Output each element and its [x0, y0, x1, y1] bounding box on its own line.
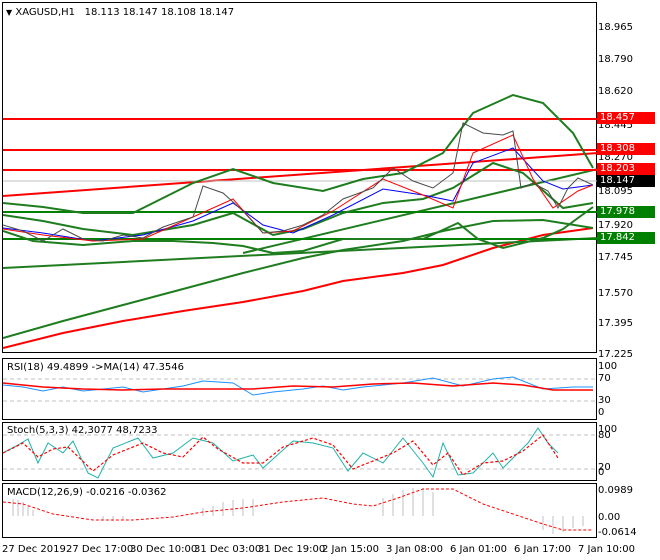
- price-tick: 18.790: [598, 54, 633, 65]
- support-tag-2: 17.842: [597, 232, 655, 244]
- triangle-down-icon[interactable]: ▼: [6, 8, 13, 17]
- stoch-tick: 0: [598, 467, 605, 478]
- price-tick: 18.270: [598, 152, 633, 163]
- price-tick: 17.570: [598, 288, 633, 299]
- resistance-tag-1: 18.457: [597, 112, 655, 124]
- time-tick: 3 Jan 08:00: [386, 544, 443, 555]
- macd-label: MACD(12,26,9) -0.0216 -0.0362: [7, 487, 167, 498]
- price-tick: 17.920: [598, 220, 633, 231]
- rsi-tick: 0: [598, 407, 605, 418]
- resistance-tag-3: 18.203: [597, 163, 655, 175]
- price-chart-panel[interactable]: ▼ XAGUSD,H1 18.113 18.147 18.108 18.147: [2, 2, 598, 353]
- price-chart-canvas: [3, 93, 598, 349]
- stoch-canvas: [3, 427, 598, 479]
- stoch-panel[interactable]: Stoch(5,3,3) 42,3077 48,7233: [2, 422, 598, 481]
- price-tick: 17.745: [598, 252, 633, 263]
- rsi-tick: 100: [598, 361, 618, 372]
- macd-canvas: [3, 488, 593, 534]
- rsi-tick: 30: [598, 395, 611, 406]
- stoch-tick: 100: [598, 424, 618, 435]
- support-tag-1: 17.978: [597, 206, 655, 218]
- stoch-label: Stoch(5,3,3) 42,3077 48,7233: [7, 425, 158, 436]
- price-tick: 17.395: [598, 318, 633, 329]
- high-value: 18.147: [122, 7, 158, 18]
- rsi-label: RSI(18) 49.4899 ->MA(14) 47.3546: [7, 362, 184, 373]
- macd-tick: 0.00: [598, 512, 621, 523]
- rsi-tick: 70: [598, 373, 611, 384]
- current-price-tag: 18.147: [597, 175, 655, 187]
- low-value: 18.108: [160, 7, 196, 18]
- macd-panel[interactable]: MACD(12,26,9) -0.0216 -0.0362: [2, 483, 597, 538]
- price-tick: 18.965: [598, 22, 633, 33]
- time-tick: 30 Dec 10:00: [130, 544, 198, 555]
- time-tick: 31 Dec 19:00: [258, 544, 326, 555]
- time-tick: 27 Dec 17:00: [66, 544, 134, 555]
- time-tick: 27 Dec 2019: [2, 544, 66, 555]
- close-value: 18.147: [199, 7, 235, 18]
- price-tick: 18.095: [598, 186, 633, 197]
- time-tick: 2 Jan 15:00: [322, 544, 379, 555]
- time-tick: 31 Dec 03:00: [194, 544, 262, 555]
- price-tick: 18.620: [598, 86, 633, 97]
- macd-tick: -0.0614: [598, 527, 637, 538]
- time-tick: 6 Jan 17:00: [514, 544, 571, 555]
- rsi-canvas: [3, 376, 598, 402]
- price-tick: 18.445: [598, 120, 633, 131]
- macd-tick: 0.0989: [598, 485, 633, 496]
- rsi-panel[interactable]: RSI(18) 49.4899 ->MA(14) 47.3546: [2, 358, 598, 420]
- stoch-tick: 20: [598, 462, 611, 473]
- time-tick: 7 Jan 10:00: [578, 544, 635, 555]
- time-tick: 6 Jan 01:00: [450, 544, 507, 555]
- price-tick: 17.225: [598, 349, 633, 360]
- chart-header: ▼ XAGUSD,H1 18.113 18.147 18.108 18.147: [6, 7, 234, 18]
- resistance-tag-2: 18.308: [597, 143, 655, 155]
- symbol-label: XAGUSD,H1: [15, 7, 76, 18]
- open-value: 18.113: [84, 7, 120, 18]
- stoch-tick: 80: [598, 430, 611, 441]
